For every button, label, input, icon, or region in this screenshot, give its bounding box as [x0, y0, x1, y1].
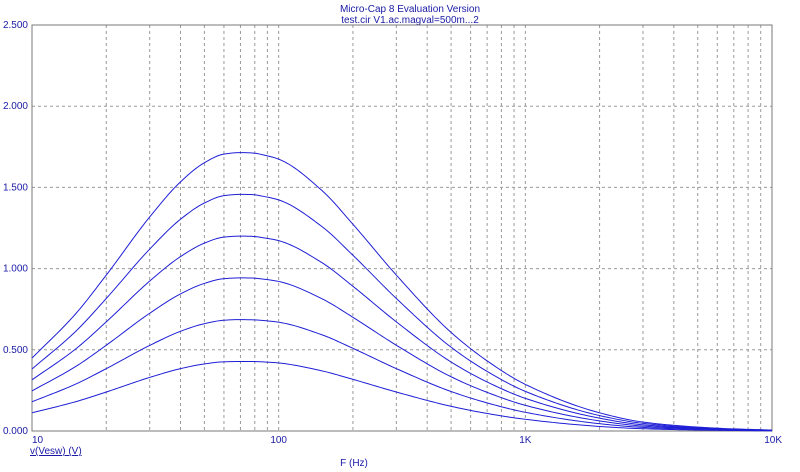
- chart-title: Micro-Cap 8 Evaluation Version: [340, 4, 480, 15]
- x-axis-label: F (Hz): [340, 458, 368, 469]
- x-tick-label: 10K: [764, 435, 782, 446]
- y-tick-label: 1.500: [3, 182, 28, 193]
- series-line-5: [31, 193, 773, 431]
- series-line-1: [31, 360, 773, 432]
- x-tick-label: 10: [32, 435, 44, 446]
- series-line-6: [31, 152, 773, 431]
- series-line-4: [31, 235, 773, 431]
- x-tick-label: 100: [270, 435, 287, 446]
- grid-lines: [32, 25, 772, 431]
- x-tick-labels: 10 100 1K 10K: [32, 435, 782, 446]
- y-tick-label: 0.000: [3, 426, 28, 437]
- series-traces: [31, 152, 773, 432]
- y-axis-label: v(Vesw) (V): [30, 446, 82, 457]
- y-tick-label: 2.500: [3, 20, 28, 31]
- series-line-2: [31, 319, 773, 432]
- series-line-3: [31, 277, 773, 432]
- x-tick-label: 1K: [519, 435, 532, 446]
- y-tick-label: 1.000: [3, 264, 28, 275]
- y-tick-label: 2.000: [3, 101, 28, 112]
- chart-subtitle: test.cir V1.ac.magval=500m...2: [341, 15, 479, 26]
- y-tick-labels: 0.000 0.500 1.000 1.500 2.000 2.500: [3, 20, 28, 437]
- plot-frame: [31, 24, 773, 432]
- y-tick-label: 0.500: [3, 345, 28, 356]
